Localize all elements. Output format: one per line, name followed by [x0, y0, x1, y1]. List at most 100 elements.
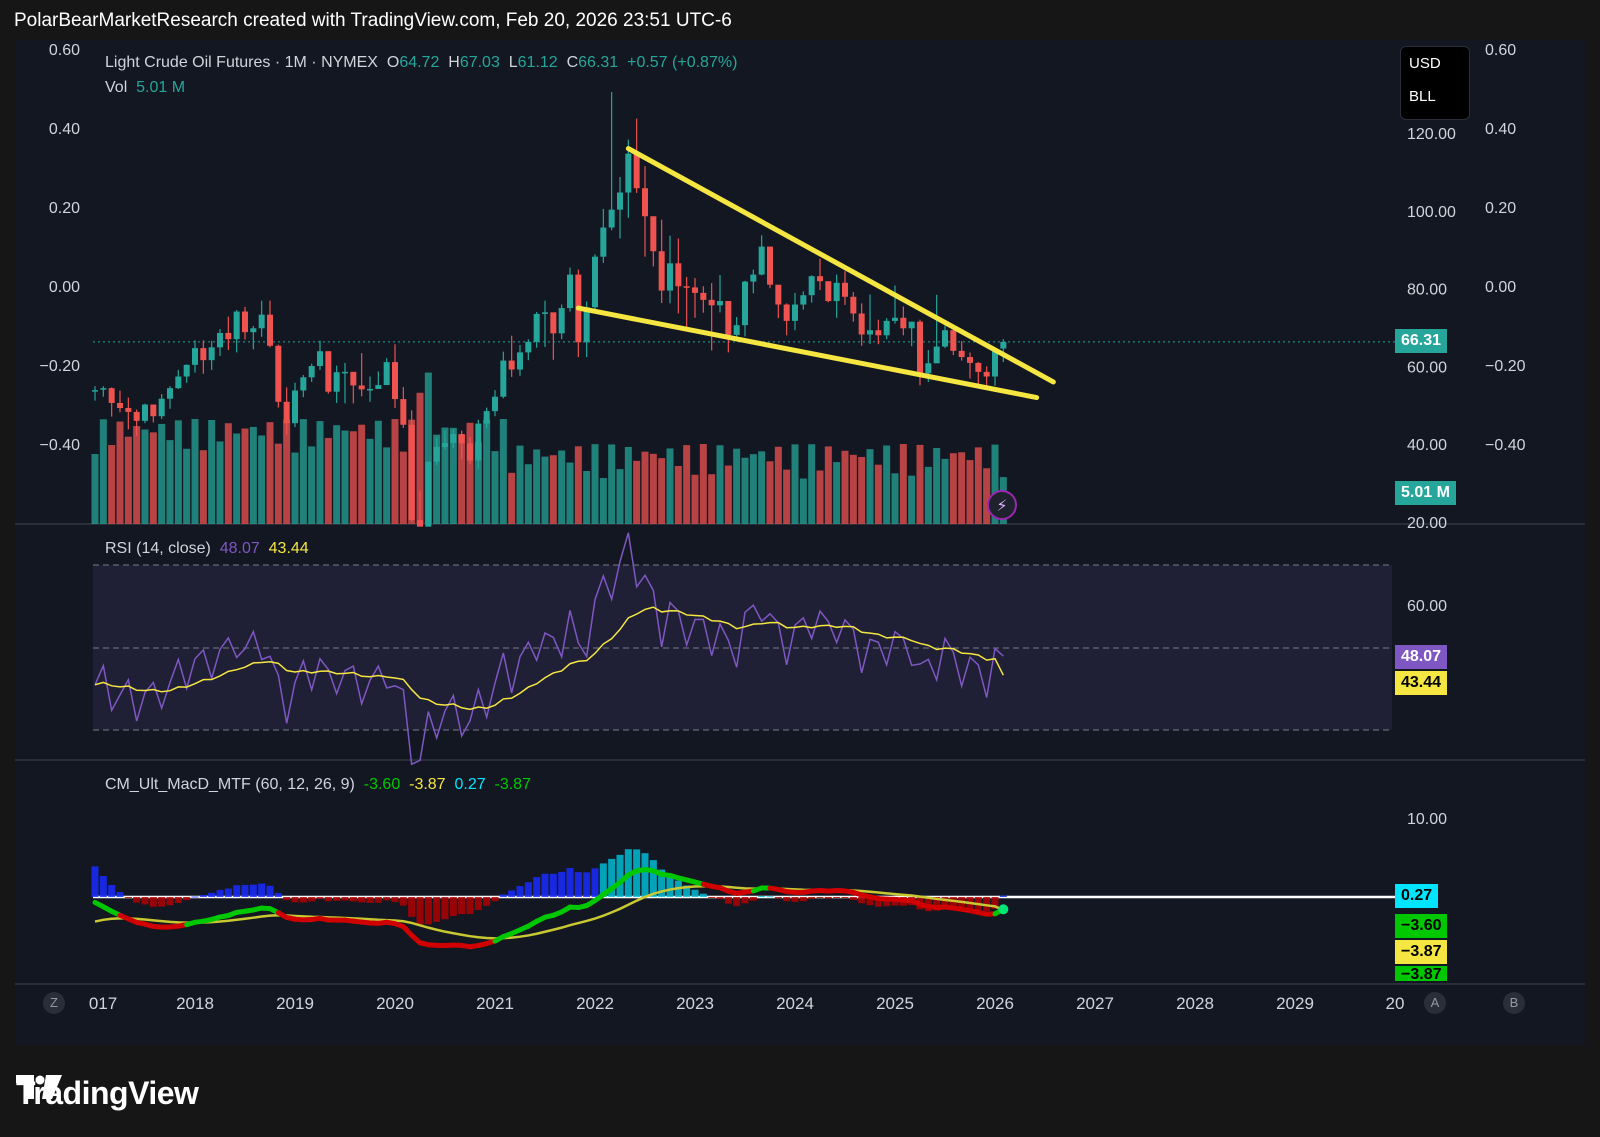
candle-body: [375, 385, 382, 389]
macd-histogram-bar: [383, 897, 391, 901]
macd-histogram-bar: [491, 897, 499, 902]
candle-body: [550, 312, 557, 334]
trendline-upper: [625, 146, 1056, 385]
volume-bar: [949, 453, 957, 524]
candle-body: [158, 398, 165, 417]
volume-bar: [499, 419, 507, 524]
macd-histogram-bar: [391, 897, 399, 903]
candle-body: [317, 351, 323, 367]
candle-body: [442, 443, 448, 447]
candle-body: [908, 321, 915, 329]
volume-bar: [491, 451, 499, 524]
volume-bar: [166, 440, 174, 524]
candle-body: [150, 404, 157, 417]
auto-scale-button[interactable]: A: [1424, 992, 1446, 1014]
candle-body: [533, 313, 540, 342]
macd-histogram-bar: [149, 897, 157, 907]
candle-body: [992, 348, 998, 377]
zoom-reset-button[interactable]: Z: [43, 992, 65, 1014]
macd-histogram-bar: [858, 897, 866, 904]
volume-bar: [291, 452, 299, 524]
macd-v3: 0.27: [454, 776, 486, 793]
macd-histogram-bar: [766, 896, 774, 898]
volume-bar: [516, 445, 524, 524]
macd-histogram-bar: [424, 897, 432, 925]
time-axis-tick: 017: [89, 994, 117, 1013]
symbol-label: Light Crude Oil Futures · 1M · NYMEX: [105, 54, 378, 71]
left-axis-tick: 0.00: [49, 279, 80, 296]
candle-body: [658, 251, 665, 291]
macd-histogram-bar: [199, 895, 207, 897]
rsi-value: 48.07: [219, 540, 260, 557]
candle-body: [650, 216, 657, 252]
chart-canvas[interactable]: 0.60 0.60 0.40 0.40 0.20 0.20 0.00 0.00 −0.20 −0.…: [15, 40, 1585, 1045]
volume-bar: [658, 458, 666, 524]
macd-histogram-bar: [299, 897, 307, 903]
rsi-axis-tick: 60.00: [1407, 598, 1447, 615]
candle-body: [933, 346, 940, 364]
macd-title: CM_Ult_MacD_MTF (60, 12, 26, 9): [105, 776, 355, 793]
macd-v2: -3.87: [409, 776, 446, 793]
macd-histogram-bar: [258, 883, 266, 897]
volume-bar: [424, 372, 432, 524]
high-value: 67.03: [459, 54, 500, 71]
macd-histogram-bar: [99, 876, 107, 897]
candle-body: [700, 292, 707, 300]
volume-bar: [141, 429, 149, 524]
candle-body: [583, 307, 590, 343]
candle-body: [800, 295, 807, 305]
time-axis-tick: 2029: [1276, 994, 1314, 1013]
rsi-legend: RSI (14, close) 48.07 43.44: [105, 540, 309, 558]
macd-histogram-bar: [949, 897, 957, 909]
macd-histogram-bar: [516, 886, 524, 897]
volume-bar: [966, 460, 974, 524]
macd-histogram-bar: [333, 897, 341, 901]
volume-bar: [983, 468, 991, 524]
low-value: 61.12: [517, 54, 558, 71]
volume-bar: [374, 420, 382, 524]
macd-histogram-bar: [716, 897, 724, 900]
currency-unit-badge[interactable]: USD BLL: [1400, 46, 1470, 120]
macd-histogram-bar: [724, 897, 732, 904]
volume-bar: [341, 430, 349, 524]
macd-histogram-bar: [233, 885, 241, 897]
volume-bar: [733, 448, 741, 524]
left-axis-tick: −0.20: [40, 358, 81, 375]
volume-bar: [466, 422, 474, 524]
candle-body: [808, 276, 815, 296]
signal-tag-2: −3.87: [1395, 966, 1448, 981]
macd-histogram-bar: [533, 877, 541, 897]
candle-body: [125, 408, 132, 412]
volume-bar: [833, 462, 841, 524]
candle-body: [717, 301, 723, 306]
chart-container[interactable]: 0.60 0.60 0.40 0.40 0.20 0.20 0.00 0.00 −0.20 −0.…: [15, 40, 1585, 1045]
b-scale-button[interactable]: B: [1503, 992, 1525, 1014]
volume-bar: [683, 445, 691, 524]
candle-body: [258, 314, 265, 329]
macd-histogram-bar: [224, 888, 232, 897]
volume-bar: [366, 438, 374, 524]
macd-histogram-bar: [216, 889, 224, 897]
candle-body: [483, 411, 490, 424]
macd-histogram-bar: [599, 863, 607, 897]
candle-body: [383, 362, 390, 386]
volume-bar: [758, 451, 766, 524]
time-axis-tick: 2021: [476, 994, 514, 1013]
volume-bar: [649, 453, 657, 524]
macd-histogram-bar: [808, 897, 816, 899]
candle-body: [183, 364, 190, 377]
volume-bar: [224, 423, 232, 524]
volume-bar: [749, 454, 757, 524]
macd-histogram-bar: [699, 893, 707, 897]
macd-histogram-bar: [349, 897, 357, 902]
volume-bar: [441, 427, 449, 524]
time-axis-tick: 20: [1386, 994, 1405, 1013]
candle-body: [217, 332, 223, 348]
volume-bar: [858, 457, 866, 524]
volume-bar: [199, 450, 207, 524]
candle-body: [958, 350, 965, 358]
volume-bar: [91, 454, 99, 524]
candle-body: [167, 388, 173, 399]
candle-body: [208, 347, 215, 361]
time-axis-tick: 2024: [776, 994, 814, 1013]
